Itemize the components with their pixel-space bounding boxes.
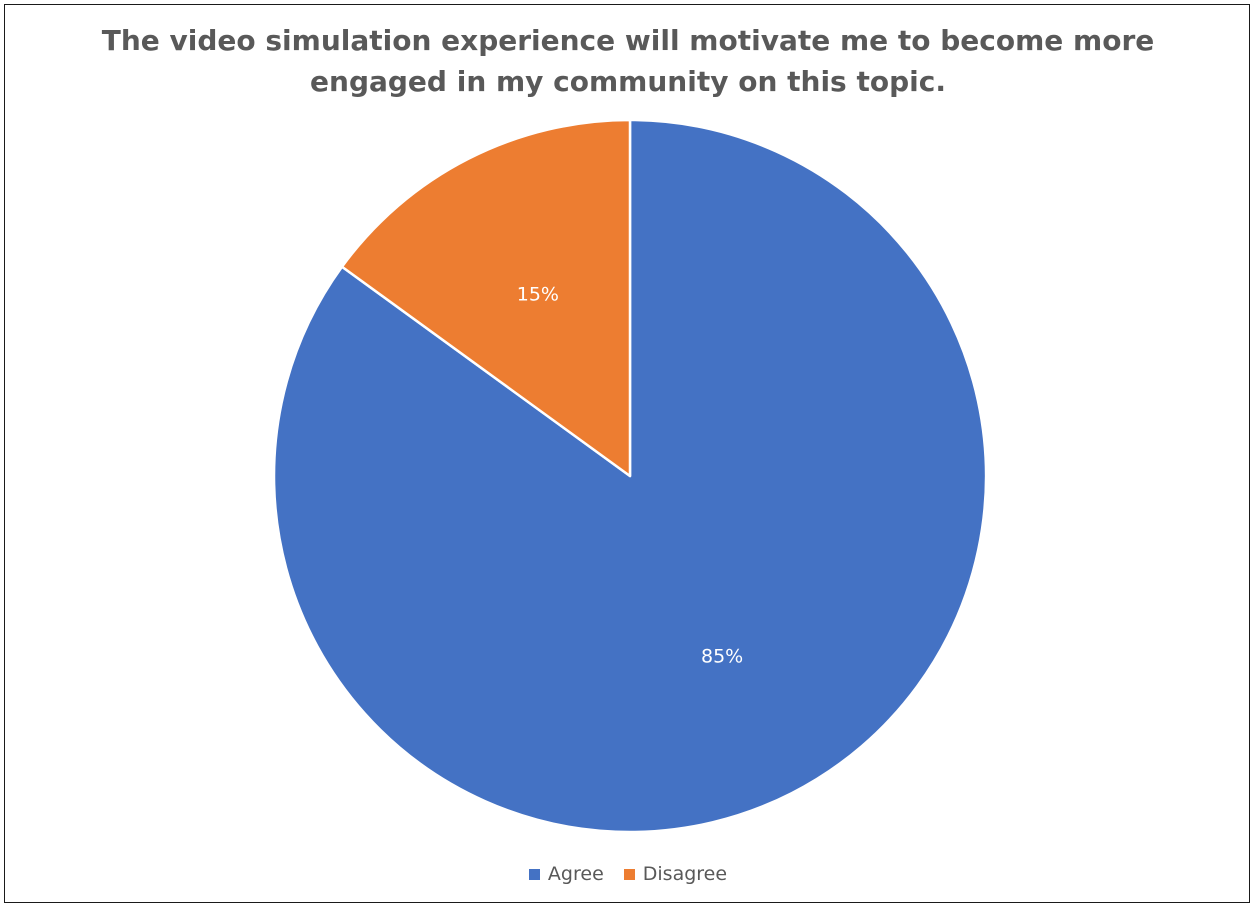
legend-swatch-disagree — [623, 868, 635, 880]
legend-swatch-agree — [528, 868, 540, 880]
legend-item-disagree[interactable]: Disagree — [623, 863, 728, 885]
pie-slice-labels: 85% 15% — [517, 284, 743, 668]
pie-slices — [272, 118, 988, 834]
pie-slice-disagree[interactable] — [340, 118, 632, 478]
data-label-agree: 85% — [701, 645, 743, 667]
legend: Agree Disagree — [0, 863, 1256, 885]
legend-label-agree: Agree — [547, 863, 604, 885]
legend-item-agree[interactable]: Agree — [528, 863, 604, 885]
chart-title-line-2: engaged in my community on this topic. — [310, 65, 946, 98]
data-label-disagree: 15% — [517, 284, 559, 306]
chart-title: The video simulation experience will mot… — [0, 20, 1256, 102]
legend-label-disagree: Disagree — [642, 863, 728, 885]
chart-title-line-1: The video simulation experience will mot… — [101, 24, 1155, 57]
